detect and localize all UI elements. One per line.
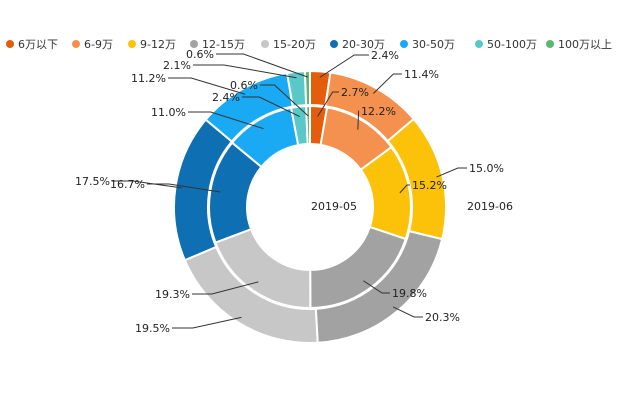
data-label: 20.3% [425, 311, 460, 324]
donut-slices [173, 69, 447, 344]
legend-label: 6万以下 [18, 38, 58, 51]
legend-label: 12-15万 [202, 38, 245, 51]
legend-swatch [546, 40, 554, 48]
data-label: 15.0% [469, 162, 504, 175]
donut-slice-outer-8[interactable] [303, 69, 311, 107]
inner-ring-series-label: 2019-05 [311, 200, 357, 213]
leader-line [172, 316, 242, 329]
leader-line [399, 184, 410, 194]
donut-slice-inner-8[interactable] [305, 104, 311, 146]
legend-label: 15-20万 [273, 38, 316, 51]
legend-label: 100万以上 [558, 38, 612, 51]
legend-item[interactable]: 20-30万 [330, 36, 385, 52]
leader-line [372, 73, 402, 94]
legend-swatch [400, 40, 408, 48]
data-label: 19.8% [392, 287, 427, 300]
legend-item[interactable]: 9-12万 [128, 36, 176, 52]
legend-swatch [475, 40, 483, 48]
legend-item[interactable]: 50-100万 [475, 36, 537, 52]
data-label: 2.4% [212, 91, 240, 104]
data-label: 11.2% [131, 72, 166, 85]
legend-item[interactable]: 30-50万 [400, 36, 455, 52]
legend-label: 6-9万 [84, 38, 113, 51]
data-label: 16.7% [110, 178, 145, 191]
data-label: 19.3% [155, 288, 190, 301]
legend-item[interactable]: 6-9万 [72, 36, 113, 52]
legend-item[interactable]: 15-20万 [261, 36, 316, 52]
legend-item[interactable]: 100万以上 [546, 36, 612, 52]
data-label: 19.5% [135, 322, 170, 335]
leader-line [436, 167, 467, 178]
leader-line [216, 53, 308, 78]
data-label: 2.4% [371, 49, 399, 62]
leader-line [357, 110, 360, 130]
legend-item[interactable]: 6万以下 [6, 36, 58, 52]
legend-swatch [190, 40, 198, 48]
data-label: 11.4% [404, 68, 439, 81]
data-label: 11.0% [151, 106, 186, 119]
data-label: 15.2% [412, 179, 447, 192]
legend-swatch [6, 40, 14, 48]
data-label: 17.5% [75, 175, 110, 188]
outer-ring-series-label: 2019-06 [467, 200, 513, 213]
legend-swatch [128, 40, 136, 48]
data-label: 2.1% [163, 59, 191, 72]
leader-line [242, 96, 300, 118]
legend-label: 50-100万 [487, 38, 537, 51]
leader-line [317, 91, 339, 117]
data-labels: 2.7%12.2%15.2%19.8%19.3%16.7%11.0%2.4%0.… [75, 48, 504, 335]
legend-swatch [72, 40, 80, 48]
legend-item[interactable]: 12-15万 [190, 36, 245, 52]
leader-line [392, 306, 423, 318]
leader-line [363, 280, 390, 294]
leader-line [112, 180, 182, 189]
legend-swatch [261, 40, 269, 48]
leader-line [260, 84, 309, 117]
leader-line [168, 77, 246, 95]
data-label: 0.6% [230, 79, 258, 92]
legend-label: 9-12万 [140, 38, 176, 51]
legend-swatch [330, 40, 338, 48]
legend-label: 30-50万 [412, 38, 455, 51]
data-label: 0.6% [186, 48, 214, 61]
data-label: 12.2% [361, 105, 396, 118]
leader-line [188, 111, 264, 130]
data-label: 2.7% [341, 86, 369, 99]
label-leader-lines [112, 53, 467, 329]
legend-label: 20-30万 [342, 38, 385, 51]
leader-line [319, 54, 369, 78]
leader-line [193, 64, 297, 79]
chart-legend: 6万以下 6-9万 9-12万 12-15万 15-20万 20-30万 30-… [0, 36, 620, 52]
leader-line [192, 281, 259, 295]
